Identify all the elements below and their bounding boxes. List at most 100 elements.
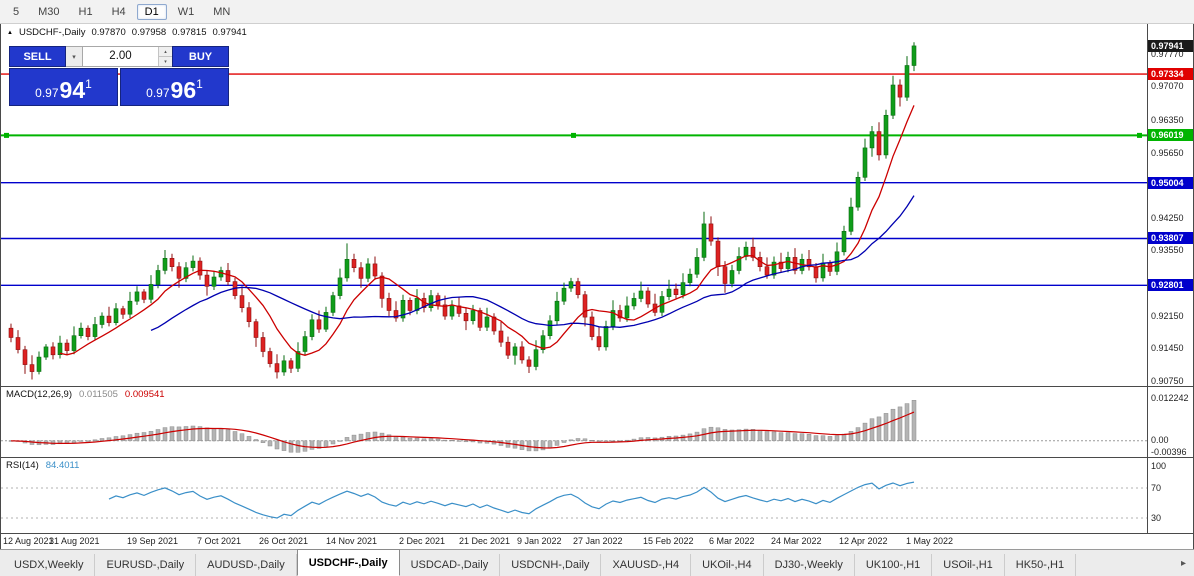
chevron-down-icon: ▾ bbox=[72, 53, 76, 61]
candlestick-chart[interactable] bbox=[1, 24, 1147, 386]
date-tick-label: 21 Dec 2021 bbox=[459, 536, 511, 546]
timeframe-button-5[interactable]: 5 bbox=[13, 5, 20, 18]
timeframe-button-h4[interactable]: H4 bbox=[111, 5, 126, 18]
timeframe-toolbar: 5 M30 H1 H4 D1 W1 MN bbox=[0, 0, 1194, 24]
sell-price-button[interactable]: 0.97 94 1 bbox=[9, 68, 118, 106]
date-tick-label: 15 Feb 2022 bbox=[643, 536, 694, 546]
date-tick-label: 19 Sep 2021 bbox=[127, 536, 179, 546]
rsi-indicator[interactable] bbox=[1, 458, 1147, 533]
tab-usdchf-daily[interactable]: USDCHF-,Daily bbox=[296, 549, 400, 576]
date-tick-label: 27 Jan 2022 bbox=[573, 536, 623, 546]
line-handle[interactable] bbox=[4, 132, 9, 138]
price-tick-label: 0.94250 bbox=[1151, 213, 1184, 223]
date-tick-label: 26 Oct 2021 bbox=[259, 536, 309, 546]
rsi-name: RSI(14) bbox=[6, 460, 39, 471]
macd-panel: MACD(12,26,9) 0.011505 0.009541 0.012242… bbox=[1, 387, 1193, 458]
price-tick-label: 0.91450 bbox=[1151, 343, 1184, 353]
volume-input[interactable]: 2.00 bbox=[109, 50, 132, 62]
indicator-line bbox=[59, 105, 915, 356]
chart-collapse-icon[interactable]: ▲ bbox=[7, 29, 13, 36]
ohlc-high: 0.97958 bbox=[131, 27, 167, 38]
tab-eurusd-daily[interactable]: EURUSD-,Daily bbox=[95, 554, 197, 576]
chart-tabs-bar: USDX,Weekly EURUSD-,Daily AUDUSD-,Daily USD… bbox=[0, 549, 1194, 576]
tab-usdcnh-daily[interactable]: USDCNH-,Daily bbox=[500, 554, 602, 576]
buy-button[interactable]: BUY bbox=[172, 46, 229, 67]
sell-button[interactable]: SELL bbox=[9, 46, 66, 67]
tab-usdcad-daily[interactable]: USDCAD-,Daily bbox=[400, 554, 501, 576]
spinner-up-icon[interactable]: ▴ bbox=[159, 47, 172, 57]
time-scale[interactable]: 12 Aug 2021 31 Aug 2021 19 Sep 2021 7 Oct 2… bbox=[1, 534, 1193, 549]
rsi-axis-100: 100 bbox=[1151, 461, 1167, 471]
price-level-label: 0.93807 bbox=[1148, 232, 1193, 244]
tabs-scroll-right-icon[interactable]: ▸ bbox=[1180, 557, 1186, 569]
ohlc-low: 0.97815 bbox=[172, 27, 207, 38]
timeframe-button-h1[interactable]: H1 bbox=[78, 5, 93, 18]
price-tick-label: 0.92150 bbox=[1151, 311, 1184, 321]
date-tick-label: 2 Dec 2021 bbox=[399, 536, 446, 546]
price-level-label: 0.97941 bbox=[1148, 40, 1193, 52]
timeframe-button-d1[interactable]: D1 bbox=[136, 3, 167, 20]
bid-price-big: 94 bbox=[59, 77, 86, 103]
bid-price-point: 1 bbox=[85, 77, 92, 91]
ohlc-close: 0.97941 bbox=[212, 27, 247, 38]
tab-ukoil-h4[interactable]: UKOil-,H4 bbox=[691, 554, 764, 576]
ask-price-prefix: 0.97 bbox=[146, 86, 170, 100]
macd-main-value: 0.011505 bbox=[79, 389, 118, 400]
indicator-line bbox=[150, 195, 915, 331]
macd-axis-top: 0.012242 bbox=[1151, 393, 1189, 403]
timeframe-button-mn[interactable]: MN bbox=[213, 5, 231, 18]
price-scale[interactable]: 0.97770 0.97070 0.96350 0.95650 0.94250 0.935… bbox=[1147, 24, 1193, 386]
rsi-axis-30: 30 bbox=[1151, 513, 1162, 523]
tab-hk50-h1[interactable]: HK50-,H1 bbox=[1005, 554, 1077, 576]
ohlc-open: 0.97870 bbox=[91, 27, 126, 38]
volume-spinner: ▴ ▾ bbox=[158, 47, 172, 66]
price-level-label: 0.92801 bbox=[1148, 279, 1193, 291]
timeframe-button-m30[interactable]: M30 bbox=[38, 5, 60, 18]
date-tick-label: 12 Aug 2021 bbox=[3, 536, 54, 546]
date-tick-label: 24 Mar 2022 bbox=[771, 536, 822, 546]
macd-scale[interactable]: 0.012242 0.00 -0.00396 bbox=[1147, 387, 1193, 457]
date-tick-label: 6 Mar 2022 bbox=[709, 536, 755, 546]
tab-usoil-h1[interactable]: USOil-,H1 bbox=[932, 554, 1005, 576]
line-handle[interactable] bbox=[1137, 132, 1142, 138]
date-tick-label: 7 Oct 2021 bbox=[197, 536, 242, 546]
rsi-panel: RSI(14) 84.4011 100 70 30 bbox=[1, 458, 1193, 534]
date-tick-label: 14 Nov 2021 bbox=[326, 536, 378, 546]
timeframe-button-w1[interactable]: W1 bbox=[177, 5, 195, 18]
ask-price-big: 96 bbox=[170, 77, 197, 103]
macd-label: MACD(12,26,9) 0.011505 0.009541 bbox=[6, 389, 165, 400]
rsi-scale[interactable]: 100 70 30 bbox=[1147, 458, 1193, 533]
price-tick-label: 0.96350 bbox=[1151, 115, 1184, 125]
volume-field: 2.00 ▴ ▾ bbox=[83, 46, 172, 67]
rsi-label: RSI(14) 84.4011 bbox=[6, 460, 79, 471]
date-tick-label: 31 Aug 2021 bbox=[49, 536, 100, 546]
line-handle[interactable] bbox=[571, 132, 576, 138]
buy-price-button[interactable]: 0.97 96 1 bbox=[120, 68, 229, 106]
tab-usdx-weekly[interactable]: USDX,Weekly bbox=[3, 554, 96, 576]
price-tick-label: 0.90750 bbox=[1151, 376, 1184, 386]
price-tick-label: 0.97070 bbox=[1151, 81, 1184, 91]
spinner-down-icon[interactable]: ▾ bbox=[159, 57, 172, 66]
date-tick-label: 1 May 2022 bbox=[906, 536, 954, 546]
tab-xauusd-h4[interactable]: XAUUSD-,H4 bbox=[601, 554, 692, 576]
date-tick-label: 12 Apr 2022 bbox=[839, 536, 888, 546]
rsi-axis-70: 70 bbox=[1151, 483, 1162, 493]
macd-name: MACD(12,26,9) bbox=[6, 389, 72, 400]
symbol-period-label: USDCHF-,Daily bbox=[18, 27, 86, 38]
volume-dropdown-button[interactable]: ▾ bbox=[66, 46, 83, 67]
one-click-trading-panel: SELL ▾ 2.00 ▴ ▾ BUY 0.97 94 1 0.97 96 1 bbox=[9, 46, 229, 106]
tab-dj30-weekly[interactable]: DJ30-,Weekly bbox=[764, 554, 855, 576]
tab-uk100-h1[interactable]: UK100-,H1 bbox=[855, 554, 933, 576]
ask-price-point: 1 bbox=[196, 77, 203, 91]
price-level-label: 0.97334 bbox=[1148, 68, 1193, 80]
price-tick-label: 0.97770 bbox=[1151, 49, 1184, 59]
macd-indicator[interactable] bbox=[1, 387, 1147, 457]
macd-signal-value: 0.009541 bbox=[124, 389, 165, 400]
macd-axis-zero: 0.00 bbox=[1151, 435, 1169, 445]
tab-audusd-daily[interactable]: AUDUSD-,Daily bbox=[196, 554, 297, 576]
date-tick-label: 9 Jan 2022 bbox=[517, 536, 562, 546]
price-tick-label: 0.95650 bbox=[1151, 148, 1184, 158]
bid-price-prefix: 0.97 bbox=[35, 86, 59, 100]
chart-area: ▲ USDCHF-,Daily 0.97870 0.97958 0.97815 … bbox=[0, 24, 1194, 549]
